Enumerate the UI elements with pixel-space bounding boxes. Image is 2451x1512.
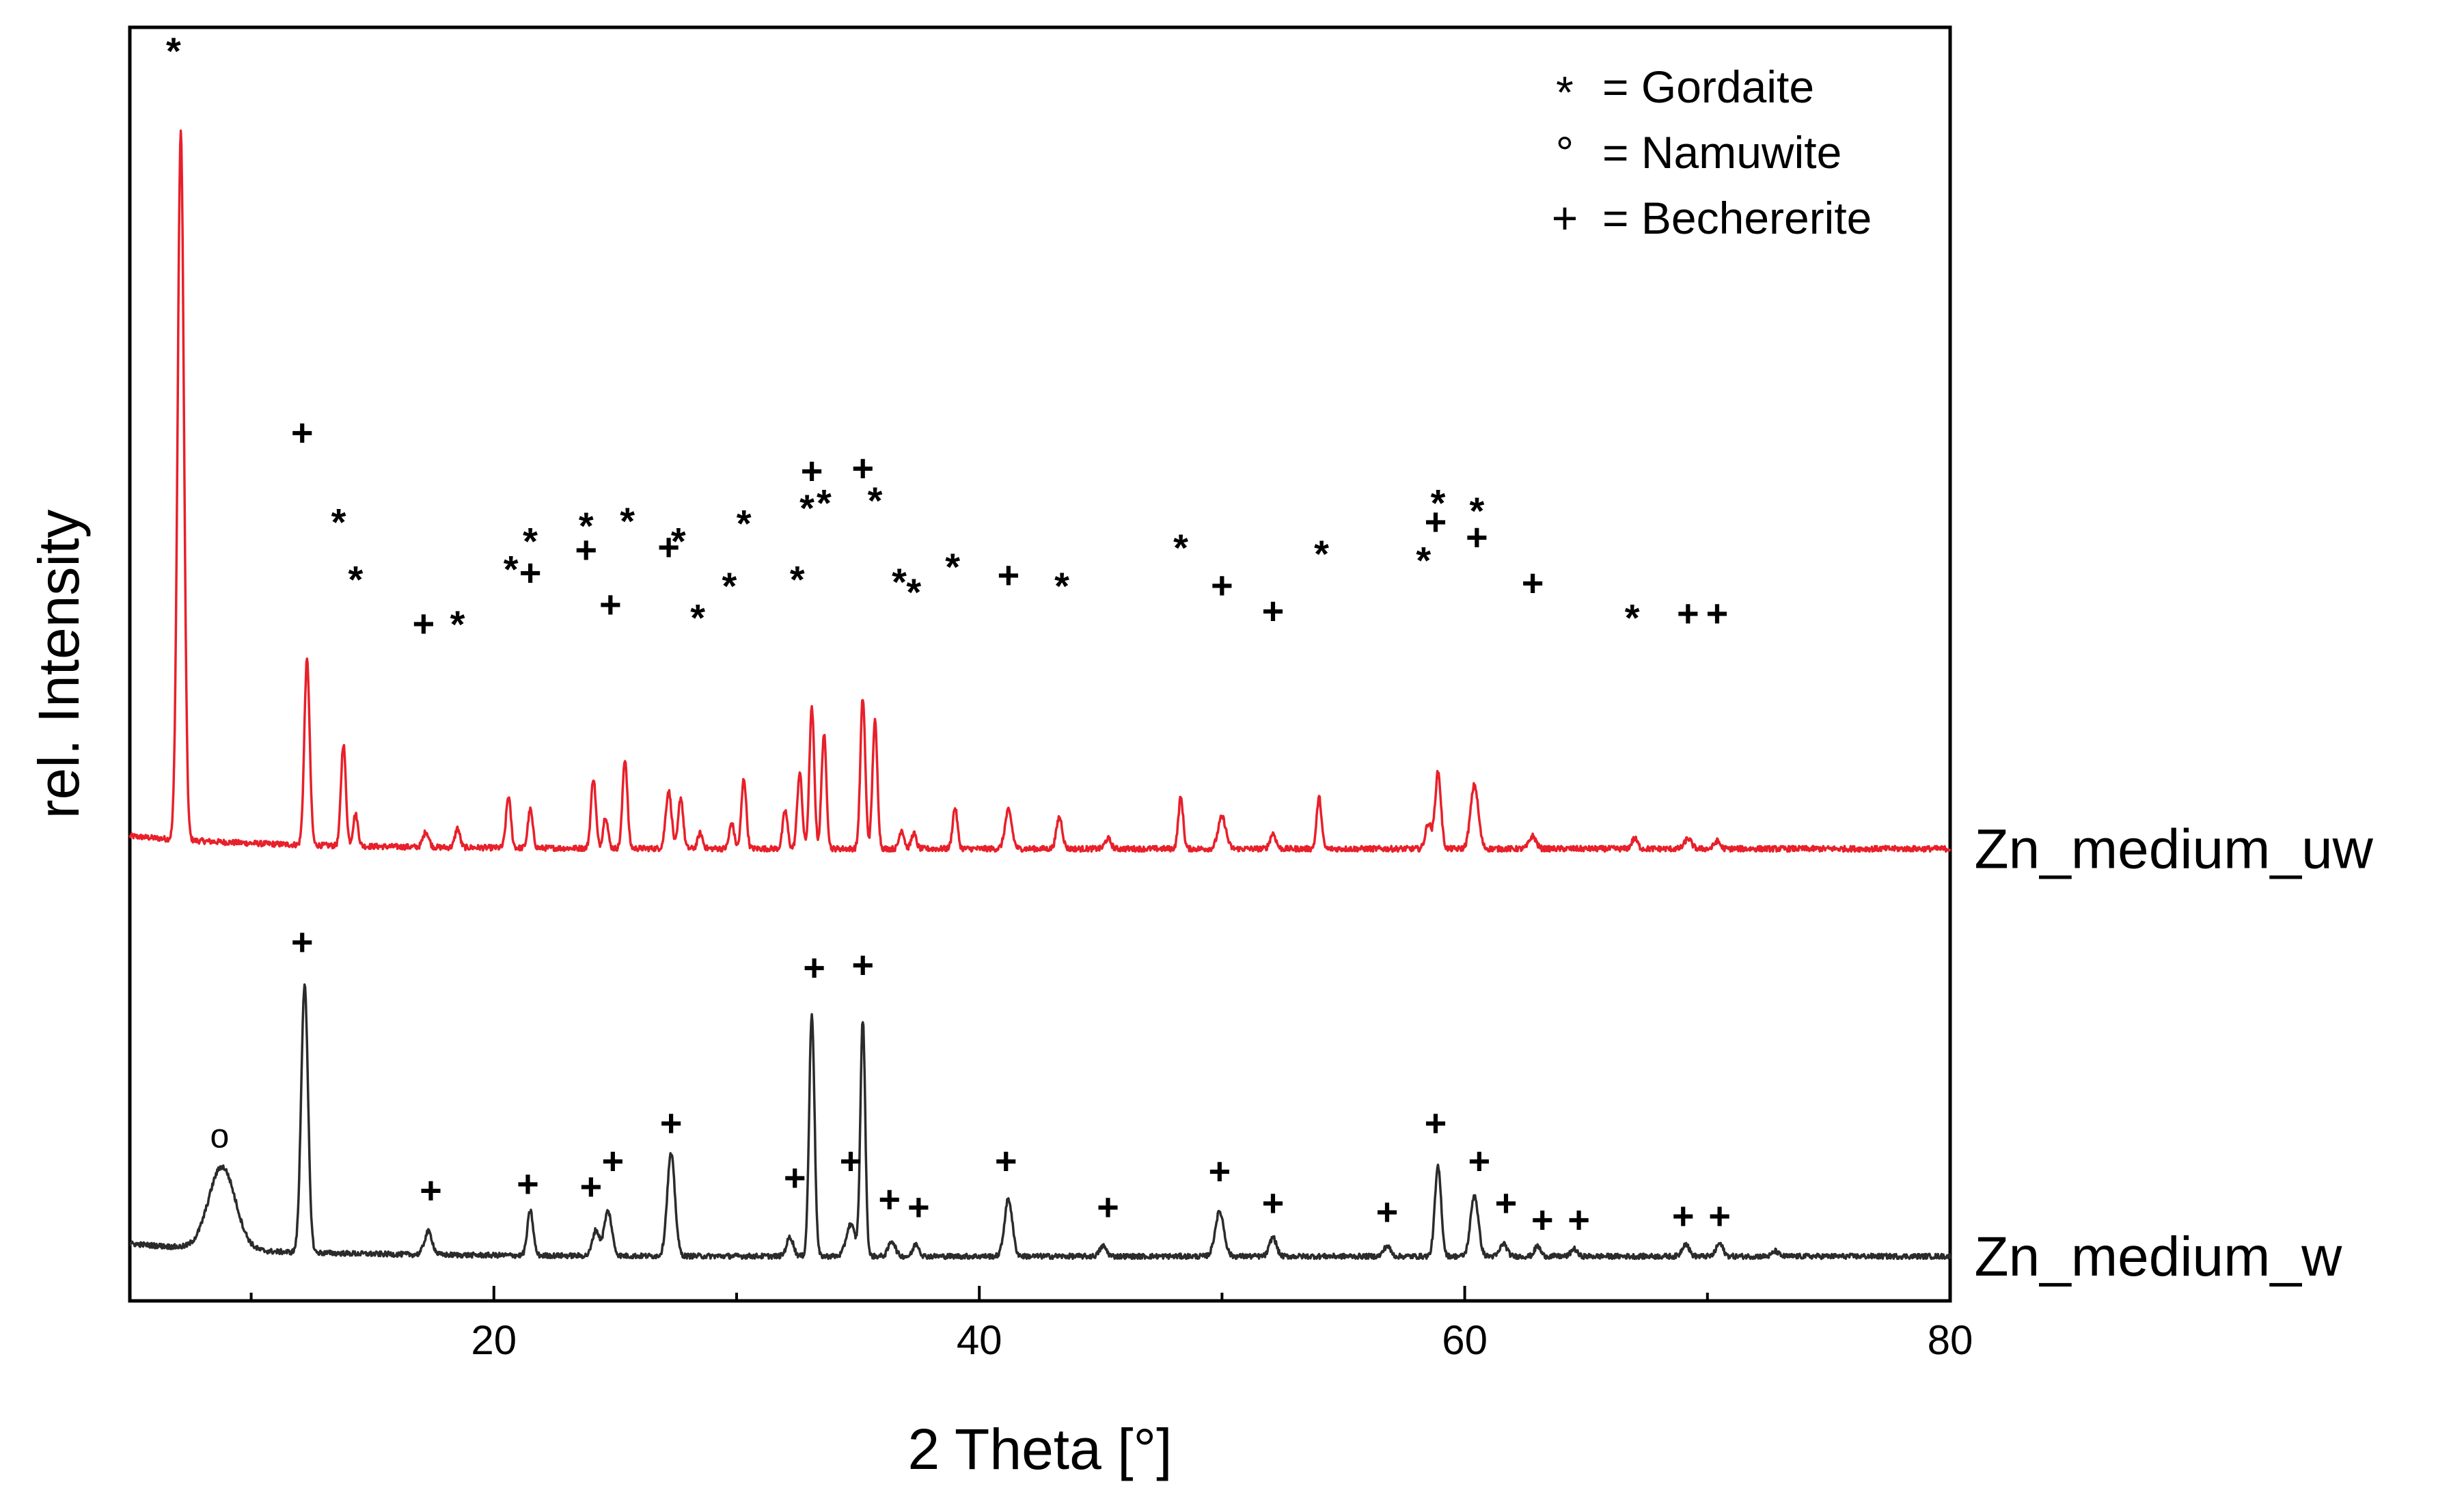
marker-gordaite: * [450,603,465,646]
marker-gordaite: * [737,502,752,545]
marker-bechererite: + [1708,1194,1731,1237]
series-layer [128,129,1952,1261]
marker-bechererite: + [1208,1150,1231,1193]
marker-gordaite: * [868,479,883,522]
x-tick-label: 20 [471,1317,517,1363]
marker-bechererite: + [1672,1194,1695,1237]
marker-bechererite: + [1425,500,1447,543]
x-axis-title: 2 Theta [°] [908,1417,1173,1481]
plot-frame [128,25,1952,1303]
marker-bechererite: + [519,551,542,594]
x-axis-ticks: 20 40 60 80 [249,1286,1973,1363]
legend-symbol: * [1556,67,1574,118]
marker-bechererite: + [1262,1181,1285,1224]
marker-bechererite: + [851,447,874,490]
x-tick-label: 80 [1928,1317,1973,1363]
series-label: Zn_medium_uw [1975,818,2374,880]
marker-gordaite: * [1469,489,1484,532]
marker-bechererite: + [878,1178,901,1221]
marker-bechererite: + [660,1101,683,1144]
marker-bechererite: + [1468,1140,1491,1183]
legend-label: = Namuwite [1602,127,1841,178]
marker-bechererite: + [291,411,314,454]
marker-gordaite: * [1416,539,1431,582]
marker-gordaite: * [1431,482,1446,525]
marker-bechererite: + [580,1165,603,1208]
marker-bechererite: + [1097,1185,1119,1228]
marker-gordaite: * [348,558,363,601]
marker-namuwite: o [210,1117,230,1155]
marker-bechererite: + [1425,1101,1447,1144]
series-line-Zn_medium_w [129,983,1952,1261]
marker-gordaite: * [945,545,960,588]
marker-bechererite: + [995,1140,1017,1183]
marker-bechererite: + [1677,592,1699,635]
legend: * = Gordaite ° = Namuwite + = Bechererite [1552,61,1872,243]
series-label: Zn_medium_w [1975,1226,2343,1288]
marker-bechererite: + [601,1140,624,1183]
marker-bechererite: + [803,946,825,989]
peak-markers: *+**+ ***+*++*+******+*+** ** + **++* *+* *++*… [166,29,1731,1241]
y-axis-title: rel. Intensity [27,510,91,819]
marker-bechererite: + [1466,515,1488,558]
marker-bechererite: + [1706,592,1729,635]
marker-bechererite: + [1567,1198,1590,1241]
legend-label: = Bechererite [1602,193,1872,243]
marker-gordaite: * [799,486,814,530]
marker-gordaite: * [1314,532,1329,575]
marker-bechererite: + [412,602,435,645]
marker-bechererite: + [1262,589,1285,632]
marker-bechererite: + [517,1162,539,1205]
marker-bechererite: + [997,553,1019,596]
marker-bechererite: + [907,1185,930,1228]
marker-gordaite: * [817,482,832,525]
marker-bechererite: + [420,1169,442,1212]
marker-bechererite: + [784,1156,806,1199]
marker-gordaite: * [790,558,805,601]
marker-bechererite: + [1376,1190,1399,1233]
marker-gordaite: * [331,501,346,544]
marker-bechererite: + [851,944,874,987]
marker-bechererite: + [1211,564,1233,607]
legend-symbol: ° [1556,127,1574,178]
marker-bechererite: + [1522,561,1544,604]
marker-bechererite: + [1531,1198,1554,1241]
marker-gordaite: * [671,520,686,563]
marker-gordaite: * [504,548,519,591]
marker-gordaite: * [166,29,181,72]
marker-gordaite: * [1625,596,1640,639]
legend-label: = Gordaite [1602,61,1814,112]
marker-gordaite: * [722,564,737,607]
marker-gordaite: * [906,571,921,614]
marker-gordaite: * [523,520,538,563]
x-tick-label: 60 [1442,1317,1488,1363]
marker-gordaite: * [690,596,705,639]
marker-bechererite: + [840,1140,862,1183]
marker-bechererite: + [657,525,680,568]
marker-gordaite: * [579,504,594,547]
series-line-Zn_medium_uw [128,129,1952,853]
marker-gordaite: * [1054,564,1069,607]
marker-gordaite: * [892,560,907,603]
series-labels: Zn_medium_uw Zn_medium_w [1975,818,2374,1287]
marker-bechererite: + [1495,1181,1518,1224]
x-tick-label: 40 [957,1317,1002,1363]
marker-bechererite: + [291,920,314,963]
legend-symbol: + [1552,193,1578,243]
marker-bechererite: + [575,528,597,571]
marker-bechererite: + [801,449,823,492]
marker-gordaite: * [620,499,635,542]
marker-bechererite: + [599,583,622,626]
marker-gordaite: * [1173,526,1188,569]
